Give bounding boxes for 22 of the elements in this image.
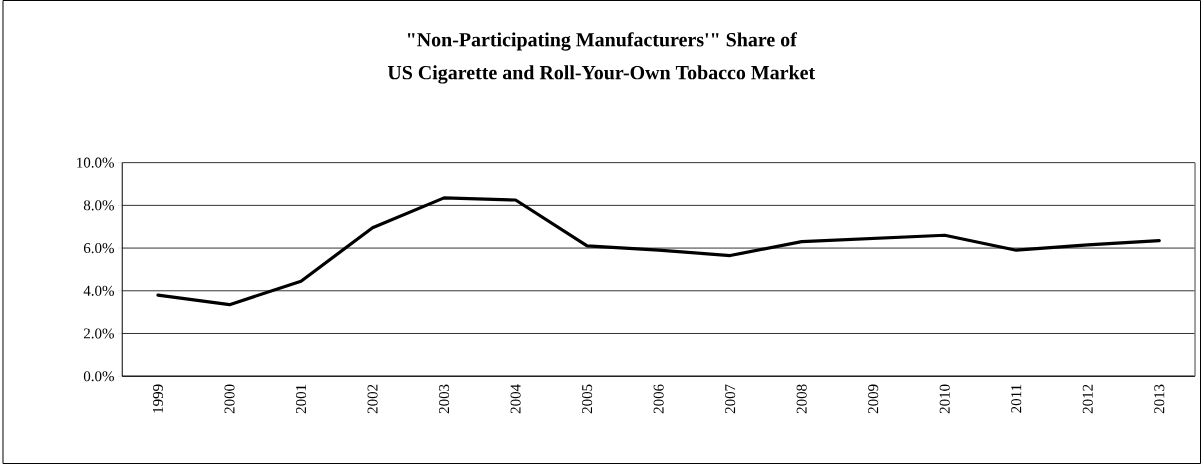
chart-title: "Non-Participating Manufacturers'" Share of US Cigarette and Roll-Your-Own Tobacco Market bbox=[387, 32, 816, 84]
x-tick-label: 2001 bbox=[295, 384, 307, 414]
y-tick-label: 10.0% bbox=[77, 157, 114, 168]
y-tick-label: 4.0% bbox=[83, 285, 114, 296]
x-tick-label: 2010 bbox=[939, 384, 950, 414]
y-tick-label: 2.0% bbox=[83, 328, 114, 339]
x-tick-label: 2007 bbox=[725, 384, 736, 414]
y-tick-label: 8.0% bbox=[83, 200, 114, 211]
x-tick-label: 1999 bbox=[152, 384, 164, 413]
x-tick-label: 2003 bbox=[439, 384, 450, 414]
y-tick-label: 6.0% bbox=[83, 242, 114, 254]
x-tick-label: 2006 bbox=[653, 384, 664, 414]
x-tick-label: 2002 bbox=[367, 384, 378, 414]
x-tick-label: 2009 bbox=[868, 384, 879, 414]
x-tick-label: 2011 bbox=[1011, 384, 1022, 413]
x-tick-label: 2013 bbox=[1154, 384, 1165, 414]
x-tick-label: 2008 bbox=[796, 384, 807, 414]
x-tick-label: 2012 bbox=[1082, 384, 1093, 414]
x-tick-label: 2005 bbox=[582, 384, 593, 414]
x-tick-label: 2000 bbox=[224, 384, 235, 414]
y-tick-label: 0.0% bbox=[83, 371, 114, 382]
x-tick-label: 2004 bbox=[510, 384, 521, 414]
